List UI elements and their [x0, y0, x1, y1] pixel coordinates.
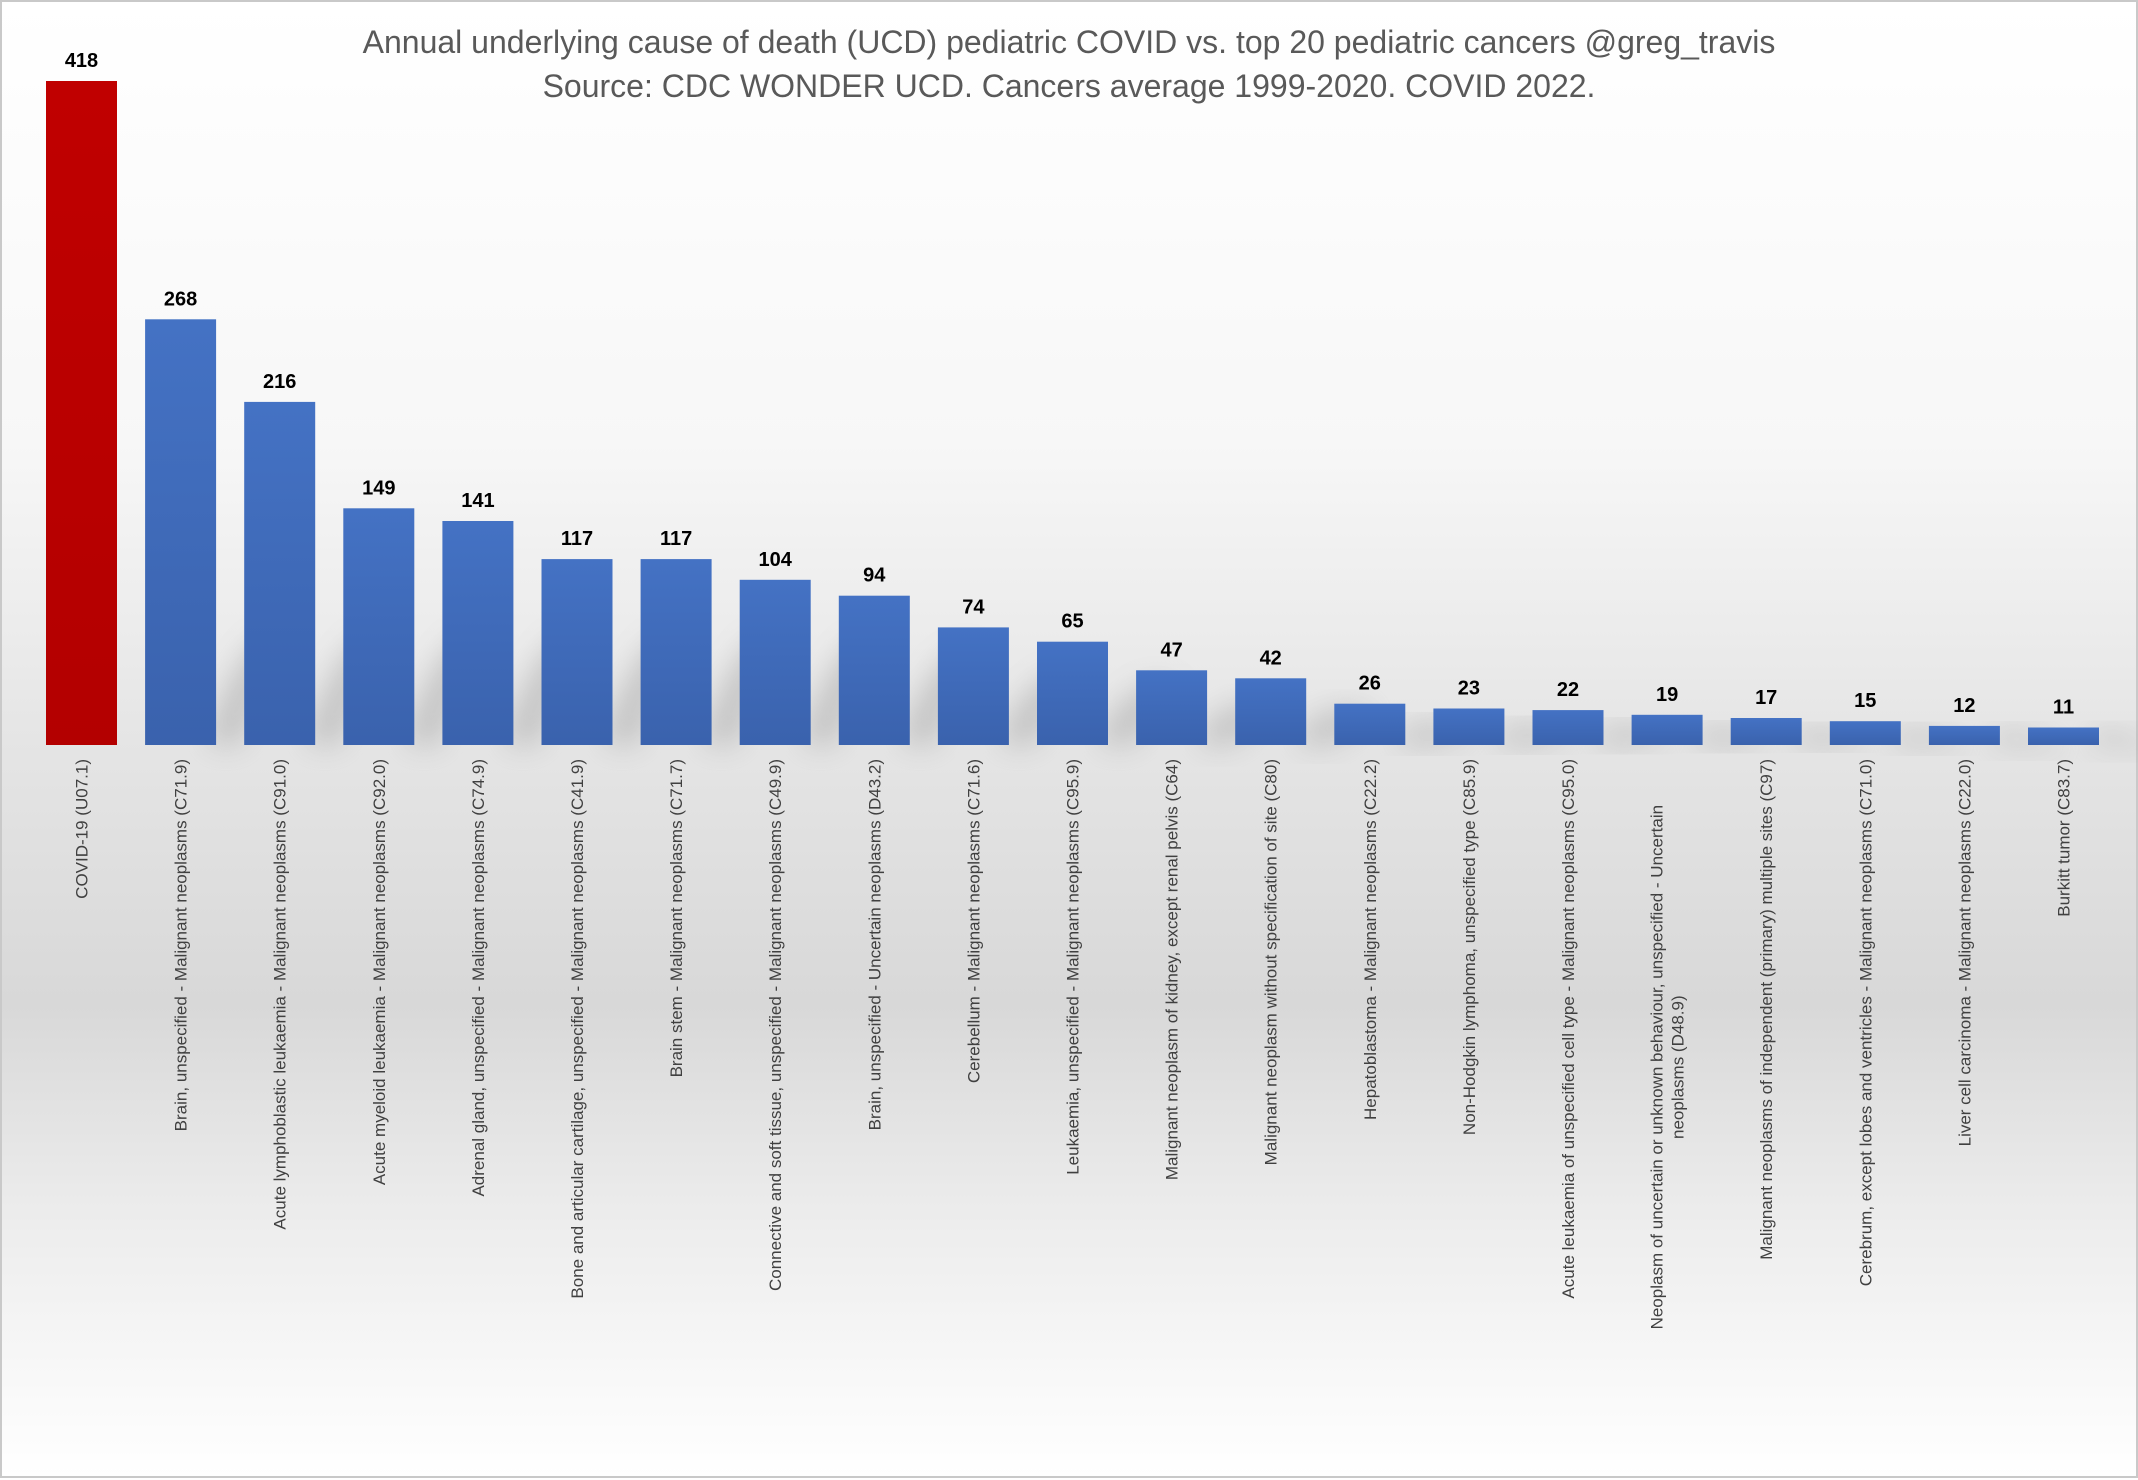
value-label-malignant-neoplasm-without-specification-of-site-c80: 42 [1260, 647, 1282, 669]
category-label-connective-and-soft-tissue-unspecified-malignant-neoplasms-c49-9: Connective and soft tissue, unspecified … [766, 759, 785, 1291]
bar-non-hodgkin-lymphoma-unspecified-type-c85-9 [1433, 708, 1505, 745]
value-label-cerebrum-except-lobes-and-ventricles-malignant-neoplasms-c71-0: 15 [1854, 690, 1876, 712]
value-label-liver-cell-carcinoma-malignant-neoplasms-c22-0: 12 [1953, 695, 1975, 717]
chart-title: Annual underlying cause of death (UCD) p… [362, 24, 1776, 60]
category-label-acute-lymphoblastic-leukaemia-malignant-neoplasms-c91-0: Acute lymphoblastic leukaemia - Malignan… [271, 759, 290, 1230]
value-label-non-hodgkin-lymphoma-unspecified-type-c85-9: 23 [1458, 678, 1480, 700]
value-label-brain-unspecified-malignant-neoplasms-c71-9: 268 [164, 288, 197, 310]
value-label-adrenal-gland-unspecified-malignant-neoplasms-c74-9: 141 [461, 490, 494, 512]
value-label-malignant-neoplasm-of-kidney-except-renal-pelvis-c64: 47 [1160, 639, 1182, 661]
bar-covid-19-u07-1 [46, 81, 117, 745]
bar-acute-lymphoblastic-leukaemia-malignant-neoplasms-c91-0 [244, 401, 316, 745]
category-label-brain-unspecified-uncertain-neoplasms-d43-2: Brain, unspecified - Uncertain neoplasms… [865, 759, 884, 1130]
value-label-connective-and-soft-tissue-unspecified-malignant-neoplasms-c49-9: 104 [759, 549, 793, 571]
bar-brain-unspecified-malignant-neoplasms-c71-9 [145, 319, 217, 745]
category-labels: COVID-19 (U07.1) Brain, unspecified - Mal… [73, 759, 2074, 1329]
bar-malignant-neoplasm-of-kidney-except-renal-pelvis-c64 [1136, 670, 1208, 745]
category-label-malignant-neoplasm-of-kidney-except-renal-pelvis-c64: Malignant neoplasm of kidney, except ren… [1163, 759, 1182, 1180]
category-label-bone-and-articular-cartilage-unspecified-malignant-neoplasms-c41-9: Bone and articular cartilage, unspecifie… [568, 759, 587, 1299]
bar-brain-stem-malignant-neoplasms-c71-7 [640, 559, 712, 745]
bar-leukaemia-unspecified-malignant-neoplasms-c95-9 [1037, 641, 1108, 745]
category-label-burkitt-tumor-c83-7: Burkitt tumor (C83.7) [2055, 759, 2074, 917]
category-label-liver-cell-carcinoma-malignant-neoplasms-c22-0: Liver cell carcinoma - Malignant neoplas… [1955, 759, 1974, 1146]
bar-neoplasm-of-uncertain-or-unknown-behaviour-unspecified-uncertain-neoplasms-d48-9 [1631, 714, 1703, 745]
category-label-adrenal-gland-unspecified-malignant-neoplasms-c74-9: Adrenal gland, unspecified - Malignant n… [469, 759, 488, 1197]
value-label-brain-unspecified-uncertain-neoplasms-d43-2: 94 [863, 565, 886, 587]
bar-connective-and-soft-tissue-unspecified-malignant-neoplasms-c49-9 [739, 579, 811, 745]
value-label-cerebellum-malignant-neoplasms-c71-6: 74 [962, 596, 985, 618]
category-label-non-hodgkin-lymphoma-unspecified-type-c85-9: Non-Hodgkin lymphoma, unspecified type (… [1460, 759, 1479, 1135]
chart-title-block: Annual underlying cause of death (UCD) p… [2, 20, 2136, 108]
value-label-malignant-neoplasms-of-independent-primary-multiple-sites-c97: 17 [1755, 687, 1777, 709]
value-label-hepatoblastoma-malignant-neoplasms-c22-2: 26 [1359, 673, 1381, 695]
value-label-bone-and-articular-cartilage-unspecified-malignant-neoplasms-c41-9: 117 [561, 528, 593, 550]
category-label-brain-unspecified-malignant-neoplasms-c71-9: Brain, unspecified - Malignant neoplasms… [172, 759, 191, 1131]
bar-cerebellum-malignant-neoplasms-c71-6 [937, 627, 1009, 745]
value-label-neoplasm-of-uncertain-or-unknown-behaviour-unspecified-uncertain-neoplasms-d48-9: 19 [1656, 684, 1678, 706]
category-label-neoplasm-of-uncertain-or-unknown-behaviour-unspecified-uncertain-neoplasms-d48-9: Neoplasm of uncertain or unknown behavio… [1648, 805, 1688, 1329]
bar-brain-unspecified-uncertain-neoplasms-d43-2 [838, 595, 910, 745]
category-label-hepatoblastoma-malignant-neoplasms-c22-2: Hepatoblastoma - Malignant neoplasms (C2… [1361, 759, 1380, 1120]
bar-burkitt-tumor-c83-7 [2028, 727, 2099, 745]
bar-hepatoblastoma-malignant-neoplasms-c22-2 [1334, 703, 1406, 745]
bar-malignant-neoplasms-of-independent-primary-multiple-sites-c97 [1730, 718, 1802, 745]
bar-cerebrum-except-lobes-and-ventricles-malignant-neoplasms-c71-0 [1829, 721, 1901, 745]
value-label-burkitt-tumor-c83-7: 11 [2053, 697, 2074, 719]
bar-adrenal-gland-unspecified-malignant-neoplasms-c74-9 [442, 521, 514, 745]
category-label-leukaemia-unspecified-malignant-neoplasms-c95-9: Leukaemia, unspecified - Malignant neopl… [1064, 759, 1083, 1175]
bar-shadow [2093, 731, 2138, 748]
category-label-brain-stem-malignant-neoplasms-c71-7: Brain stem - Malignant neoplasms (C71.7) [667, 759, 686, 1077]
value-label-brain-stem-malignant-neoplasms-c71-7: 117 [660, 528, 692, 550]
chart-subtitle: Source: CDC WONDER UCD. Cancers average … [542, 68, 1596, 104]
bar-acute-leukaemia-of-unspecified-cell-type-malignant-neoplasms-c95-0 [1532, 710, 1604, 745]
value-label-acute-leukaemia-of-unspecified-cell-type-malignant-neoplasms-c95-0: 22 [1557, 679, 1579, 701]
category-label-malignant-neoplasms-of-independent-primary-multiple-sites-c97: Malignant neoplasms of independent (prim… [1757, 759, 1776, 1260]
category-label-acute-leukaemia-of-unspecified-cell-type-malignant-neoplasms-c95-0: Acute leukaemia of unspecified cell type… [1559, 759, 1578, 1299]
value-label-leukaemia-unspecified-malignant-neoplasms-c95-9: 65 [1061, 611, 1083, 633]
category-label-malignant-neoplasm-without-specification-of-site-c80: Malignant neoplasm without specification… [1262, 759, 1281, 1165]
bar-liver-cell-carcinoma-malignant-neoplasms-c22-0 [1928, 725, 2000, 745]
bar-malignant-neoplasm-without-specification-of-site-c80 [1235, 678, 1307, 745]
value-labels: 418 268 216 149 141 117 117 104 94 74 65 47 42 26 23 22… [65, 50, 2074, 719]
category-label-cerebrum-except-lobes-and-ventricles-malignant-neoplasms-c71-0: Cerebrum, except lobes and ventricles - … [1856, 759, 1875, 1286]
bar-acute-myeloid-leukaemia-malignant-neoplasms-c92-0 [343, 508, 415, 745]
bars [46, 81, 2099, 745]
bar-bone-and-articular-cartilage-unspecified-malignant-neoplasms-c41-9 [541, 559, 613, 745]
category-label-acute-myeloid-leukaemia-malignant-neoplasms-c92-0: Acute myeloid leukaemia - Malignant neop… [370, 759, 389, 1185]
category-label-covid-19-u07-1: COVID-19 (U07.1) [73, 759, 92, 899]
category-label-cerebellum-malignant-neoplasms-c71-6: Cerebellum - Malignant neoplasms (C71.6) [964, 759, 983, 1083]
value-label-acute-myeloid-leukaemia-malignant-neoplasms-c92-0: 149 [362, 477, 395, 499]
value-label-covid-19-u07-1: 418 [65, 50, 98, 72]
value-label-acute-lymphoblastic-leukaemia-malignant-neoplasms-c91-0: 216 [263, 371, 296, 393]
